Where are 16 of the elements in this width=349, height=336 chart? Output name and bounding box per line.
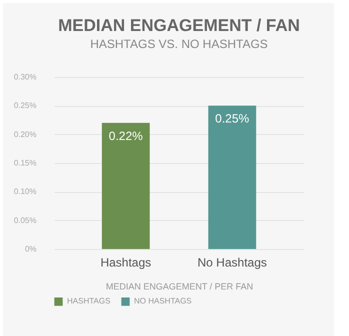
legend-label: NO HASHTAGS <box>134 296 192 306</box>
y-tick-label: 0.20% <box>14 130 36 139</box>
chart-subtitle: HASHTAGS VS. NO HASHTAGS <box>90 37 268 51</box>
y-tick-label: 0% <box>24 244 36 254</box>
x-axis-title: MEDIAN ENGAGEMENT / PER FAN <box>106 282 254 292</box>
legend-label: HASHTAGS <box>67 296 110 306</box>
y-tick-label: 0.25% <box>14 101 36 110</box>
x-tick-label: No Hashtags <box>198 256 267 270</box>
x-tick-label: Hashtags <box>100 256 152 270</box>
y-tick-label: 0.30% <box>14 72 36 82</box>
y-tick-label: 0.10% <box>14 187 36 196</box>
y-tick-label: 0.15% <box>14 158 36 168</box>
y-tick-label: 0.05% <box>14 216 36 225</box>
data-label: 0.22% <box>108 128 144 143</box>
chart-title: MEDIAN ENGAGEMENT / FAN <box>58 16 300 35</box>
data-label: 0.25% <box>215 112 250 126</box>
